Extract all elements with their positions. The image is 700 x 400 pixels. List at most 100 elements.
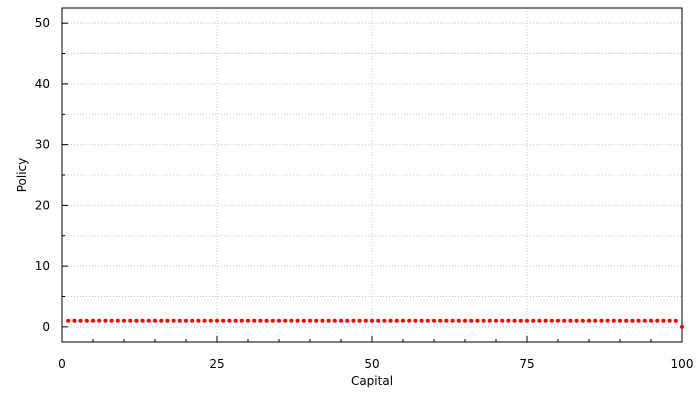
data-point: [494, 318, 498, 323]
data-point: [190, 318, 195, 323]
data-point: [419, 318, 424, 323]
data-point: [655, 318, 660, 323]
ticks: 0 25 50 75 100 0 10 20 30 40 50: [35, 16, 694, 371]
data-point: [611, 318, 616, 323]
data-point: [196, 318, 201, 323]
data-point: [78, 318, 83, 323]
data-point: [518, 318, 523, 323]
data-point: [469, 318, 474, 323]
data-point: [202, 318, 207, 323]
data-point: [215, 318, 219, 323]
data-point: [556, 318, 560, 323]
x-axis-label: Capital: [351, 374, 393, 388]
data-point: [128, 318, 133, 323]
data-point: [91, 318, 95, 323]
data-point: [673, 318, 678, 323]
data-point: [407, 318, 412, 323]
data-point: [425, 318, 430, 323]
data-point: [97, 318, 102, 323]
data-point: [444, 318, 449, 323]
data-point: [227, 318, 232, 323]
data-point: [177, 318, 182, 323]
data-point: [140, 318, 145, 323]
data-point: [171, 318, 176, 323]
data-point: [382, 318, 387, 323]
data-point: [636, 318, 641, 323]
data-point: [618, 318, 622, 323]
data-point: [301, 318, 306, 323]
data-point: [295, 318, 300, 323]
data-point: [339, 318, 343, 323]
data-point: [258, 318, 263, 323]
data-point: [264, 318, 269, 323]
data-point: [72, 318, 77, 323]
data-point: [562, 318, 567, 323]
data-point: [624, 318, 629, 323]
data-point: [649, 318, 653, 323]
data-point: [401, 318, 405, 323]
data-point: [332, 318, 337, 323]
y-tick-label: 40: [35, 77, 50, 91]
data-point: [109, 318, 114, 323]
data-point: [438, 318, 443, 323]
data-point: [680, 324, 684, 329]
data-point: [580, 318, 585, 323]
y-tick-label: 50: [35, 16, 50, 30]
data-point: [394, 318, 399, 323]
data-point: [308, 318, 312, 323]
x-tick-label: 0: [58, 357, 66, 371]
data-point: [370, 318, 374, 323]
data-point: [122, 318, 126, 323]
data-point: [357, 318, 362, 323]
data-point: [233, 318, 238, 323]
data-point: [252, 318, 257, 323]
data-point: [289, 318, 294, 323]
data-point: [593, 318, 598, 323]
x-tick-label: 50: [364, 357, 379, 371]
data-point: [363, 318, 368, 323]
data-point: [184, 318, 188, 323]
data-point: [221, 318, 226, 323]
x-tick-label: 100: [671, 357, 694, 371]
data-point: [543, 318, 548, 323]
data-point: [270, 318, 275, 323]
data-point: [525, 318, 529, 323]
data-point: [481, 318, 486, 323]
data-point: [345, 318, 350, 323]
data-point: [388, 318, 393, 323]
grid: [62, 8, 682, 342]
data-point: [450, 318, 455, 323]
data-point: [320, 318, 325, 323]
data-point: [642, 318, 647, 323]
y-tick-label: 10: [35, 259, 50, 273]
data-point: [456, 318, 461, 323]
data-point: [146, 318, 151, 323]
data-point: [84, 318, 89, 323]
data-point: [103, 318, 108, 323]
data-point: [574, 318, 579, 323]
data-point: [475, 318, 480, 323]
data-point: [568, 318, 573, 323]
data-point: [667, 318, 672, 323]
data-point: [153, 318, 157, 323]
data-point: [239, 318, 244, 323]
data-point: [165, 318, 170, 323]
data-point: [463, 318, 467, 323]
data-point: [531, 318, 536, 323]
data-point: [208, 318, 213, 323]
data-point: [246, 318, 250, 323]
data-point: [599, 318, 604, 323]
y-axis-label: Policy: [15, 158, 29, 193]
data-point: [661, 318, 666, 323]
y-tick-label: 20: [35, 198, 50, 212]
data-point: [512, 318, 517, 323]
x-tick-label: 75: [519, 357, 534, 371]
y-tick-label: 0: [42, 320, 50, 334]
data-point: [314, 318, 319, 323]
data-point: [500, 318, 505, 323]
data-points: [66, 318, 684, 329]
data-point: [277, 318, 281, 323]
x-tick-label: 25: [209, 357, 224, 371]
data-point: [351, 318, 356, 323]
